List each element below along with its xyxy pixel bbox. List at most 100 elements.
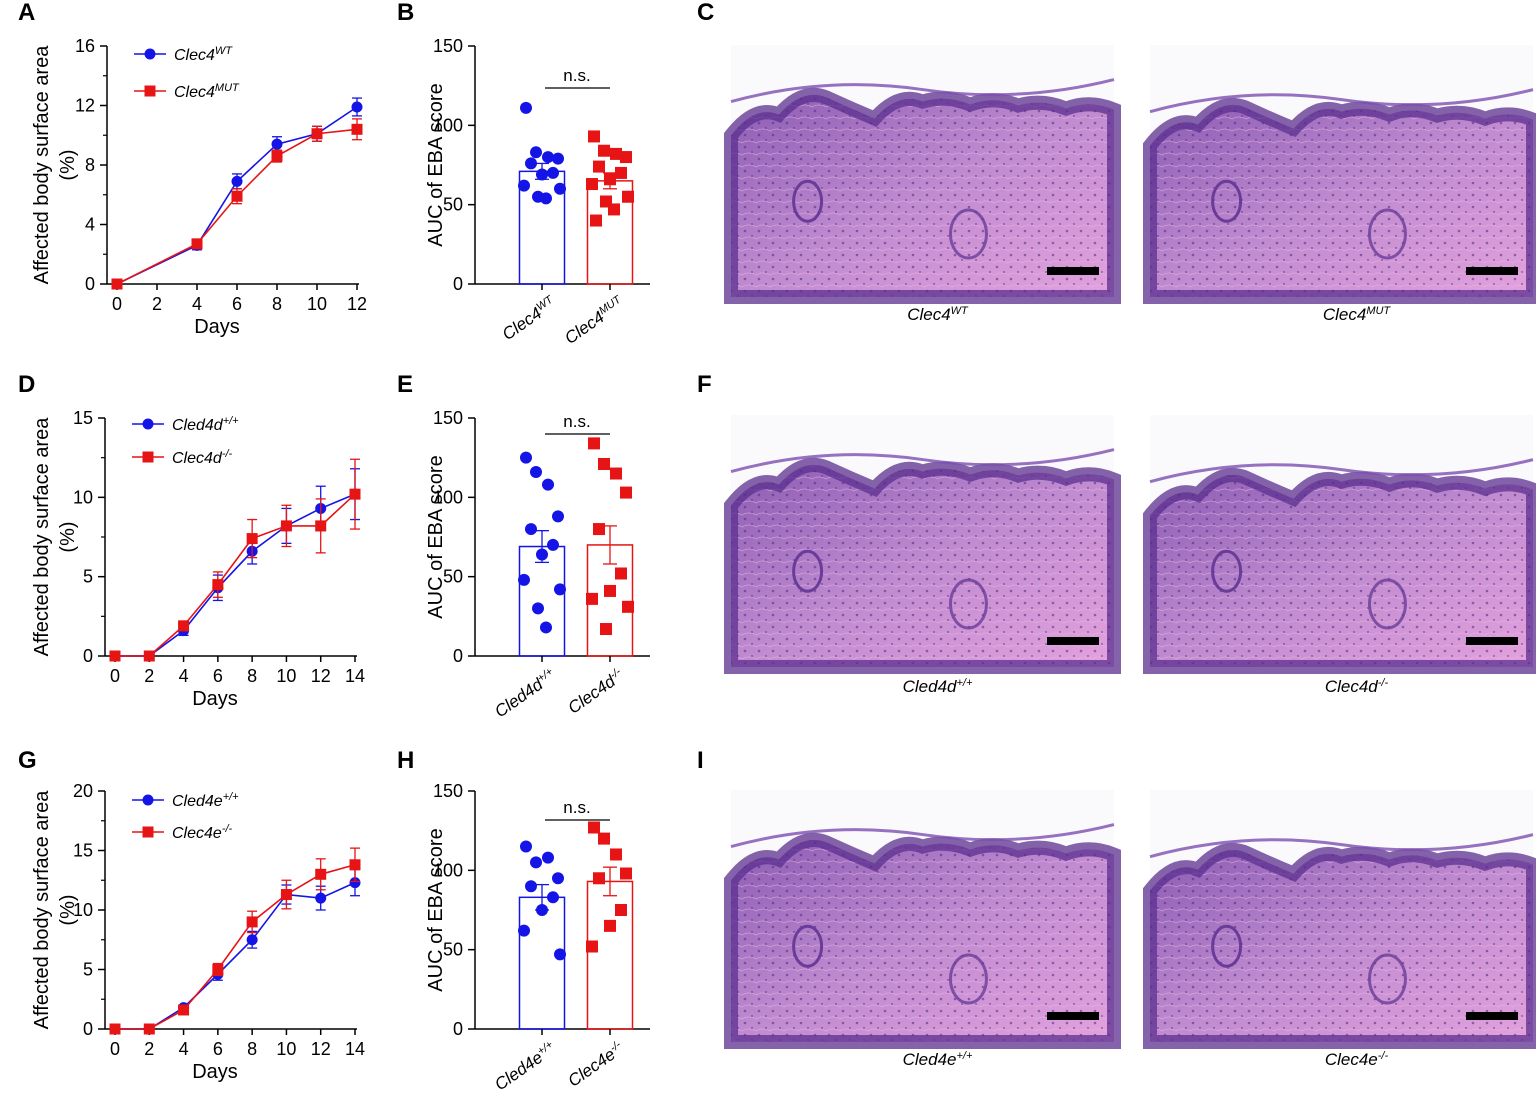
- y-axis-label: Affected body surface area: [31, 417, 53, 657]
- data-point: [315, 892, 327, 904]
- image-caption-text: Cled4d: [903, 677, 957, 696]
- data-point: [593, 523, 605, 536]
- data-point: [552, 510, 564, 523]
- data-point: [620, 486, 632, 499]
- legend-label: Cled4e+/+: [172, 791, 239, 810]
- histology-image-right: Clec4MUT: [1143, 45, 1536, 324]
- category-label: Cled4e+/+: [491, 1038, 560, 1094]
- data-point: [586, 940, 598, 953]
- y-axis-unit: (%): [57, 149, 79, 180]
- y-tick-label: 15: [73, 841, 93, 861]
- legend-label: Clec4MUT: [174, 82, 240, 101]
- legend-label-text: Clec4: [174, 84, 215, 101]
- image-caption: Cled4d+/+: [903, 677, 973, 696]
- legend-marker: [142, 451, 154, 463]
- tissue-keratin: [730, 448, 1115, 474]
- data-point: [231, 190, 243, 202]
- y-tick-label: 0: [453, 646, 463, 666]
- y-tick-label: 100: [433, 115, 463, 135]
- histology-F: F Cled4d+/+ Clec4d-/-: [697, 371, 1536, 696]
- x-axis-label: Days: [194, 316, 240, 338]
- data-point: [536, 548, 548, 561]
- series-line: [115, 864, 356, 1030]
- tissue-cells: [1150, 104, 1533, 297]
- data-point: [554, 182, 566, 195]
- legend-marker: [144, 48, 156, 60]
- image-caption: Clec4d-/-: [1325, 677, 1389, 696]
- data-point: [351, 123, 363, 135]
- tissue-epidermis: [724, 87, 1121, 304]
- data-point: [271, 138, 283, 150]
- y-tick-label: 150: [433, 408, 463, 428]
- histology-I: I Cled4e+/+ Clec4e-/-: [697, 747, 1536, 1069]
- x-tick-label: 2: [152, 294, 162, 314]
- histology-image-left: Clec4WT: [724, 45, 1121, 324]
- y-tick-label: 50: [443, 940, 463, 960]
- tissue-follicle: [1211, 179, 1243, 223]
- bar-chart-B: B 0 50 100 150 AUC of EBA score Clec4WTClec4MU…: [397, 0, 650, 348]
- data-point: [608, 203, 620, 216]
- x-tick-label: 8: [247, 666, 257, 686]
- tissue-follicle: [1211, 549, 1243, 593]
- y-axis-label: Affected body surface area: [31, 790, 53, 1030]
- histology-image-right: Clec4e-/-: [1143, 790, 1536, 1069]
- x-tick-label: 6: [213, 666, 223, 686]
- line-chart-A: A 0 2 4 6 8 10 12 0 4 8 12 16 Days Affected body surfa…: [18, 0, 367, 338]
- x-tick-label: 6: [213, 1039, 223, 1059]
- tissue-epidermis: [1143, 467, 1536, 674]
- data-point: [520, 451, 532, 464]
- x-tick-label: 12: [311, 1039, 331, 1059]
- legend-label-sup: -/-: [222, 448, 233, 460]
- tissue-keratin: [1149, 458, 1534, 484]
- y-tick-label: 5: [83, 567, 93, 587]
- data-point: [586, 178, 598, 191]
- data-point: [518, 179, 530, 192]
- panel-label: A: [18, 0, 35, 26]
- x-tick-label: 14: [345, 1039, 365, 1059]
- data-point: [622, 190, 634, 203]
- tissue-follicle: [948, 953, 988, 1005]
- category-label: Clec4d-/-: [565, 666, 628, 718]
- scale-bar: [1047, 637, 1099, 645]
- y-tick-label: 10: [73, 900, 93, 920]
- tissue-keratin: [1149, 833, 1534, 859]
- data-point: [315, 868, 327, 880]
- scale-bar: [1466, 1012, 1518, 1020]
- category-label: Clec4MUT: [561, 293, 628, 348]
- bar-group-mut: Clec4e-/-: [565, 821, 634, 1091]
- x-tick-label: 8: [247, 1039, 257, 1059]
- y-axis-label: AUC of EBA score: [425, 83, 447, 246]
- y-tick-label: 100: [433, 860, 463, 880]
- legend-label-sup: +/+: [223, 415, 239, 427]
- tissue-cells: [731, 839, 1114, 1042]
- data-point: [271, 150, 283, 162]
- data-point: [598, 144, 610, 157]
- data-point: [520, 101, 532, 114]
- data-point: [212, 579, 224, 591]
- panel-label: D: [18, 371, 35, 398]
- data-point: [536, 168, 548, 181]
- panel-label: C: [697, 0, 714, 26]
- y-axis-label: Affected body surface area: [31, 45, 53, 285]
- legend-marker: [142, 826, 154, 838]
- data-point: [178, 1004, 190, 1016]
- tissue-follicle: [1211, 924, 1243, 968]
- legend-label-sup: -/-: [222, 823, 233, 835]
- y-tick-label: 5: [83, 960, 93, 980]
- legend-label-sup: WT: [215, 45, 233, 57]
- legend-label: Clec4d-/-: [172, 448, 233, 467]
- x-axis-label: Days: [192, 688, 238, 710]
- data-point: [525, 523, 537, 536]
- legend-label: Clec4WT: [174, 45, 233, 64]
- category-label: Clec4WT: [499, 293, 561, 344]
- y-axis-label: AUC of EBA score: [425, 828, 447, 991]
- data-point: [593, 160, 605, 173]
- histology-C: C Clec4WT Clec4MUT: [697, 0, 1536, 324]
- x-tick-label: 10: [307, 294, 327, 314]
- data-point: [615, 567, 627, 580]
- y-tick-label: 50: [443, 567, 463, 587]
- data-point: [191, 238, 203, 250]
- legend-marker: [142, 418, 154, 430]
- data-point: [532, 602, 544, 615]
- y-tick-label: 50: [443, 195, 463, 215]
